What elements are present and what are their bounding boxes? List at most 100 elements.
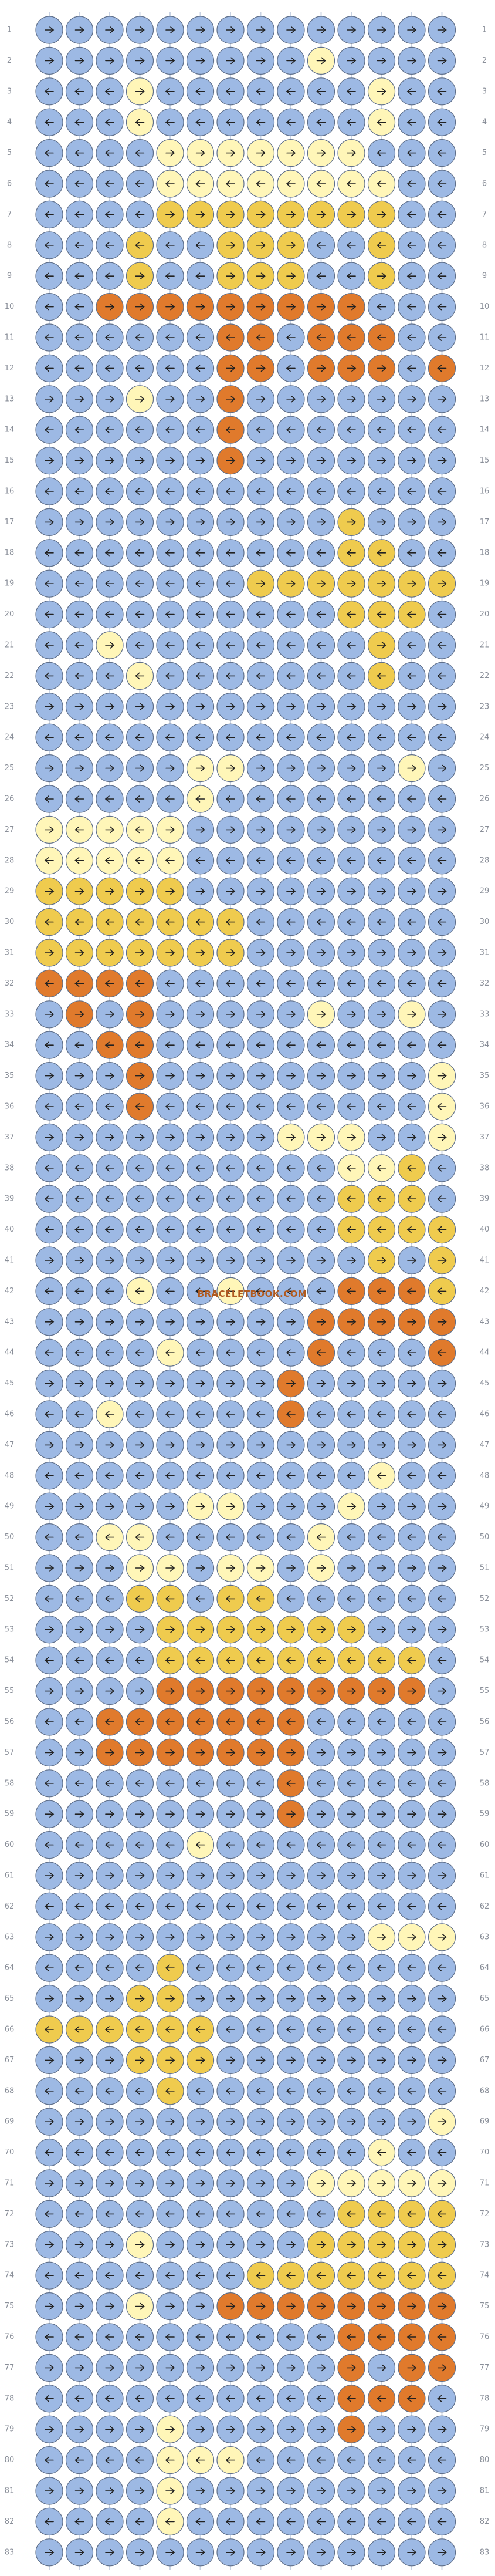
knot-arrow: [45, 2302, 55, 2310]
knot-arrow: [256, 2180, 266, 2187]
knot: [65, 170, 94, 198]
knot: [307, 170, 335, 198]
knot-arrow: [104, 2026, 114, 2033]
knot: [216, 1923, 245, 1951]
row-number-right: 83: [480, 2548, 490, 2557]
knot: [246, 231, 275, 259]
knot-arrow: [226, 396, 236, 403]
knot-arrow: [437, 857, 447, 864]
knot-arrow: [135, 2426, 145, 2433]
knot: [156, 1831, 184, 1859]
knot-arrow: [226, 1319, 236, 1326]
knot-arrow: [286, 1165, 296, 1172]
knot-arrow: [105, 303, 115, 311]
knot: [277, 539, 305, 567]
knot-arrow: [165, 1165, 175, 1172]
knot-arrow: [437, 1011, 447, 1018]
knot: [337, 815, 365, 844]
knot: [65, 969, 94, 998]
knot: [96, 231, 124, 259]
knot-arrow: [377, 88, 386, 95]
knot: [367, 292, 396, 321]
knot: [337, 46, 365, 75]
knot-arrow: [195, 1165, 205, 1172]
row-number-left: 33: [5, 1010, 15, 1019]
knot: [156, 416, 184, 444]
knot-arrow: [74, 2302, 84, 2310]
knot: [337, 2538, 365, 2567]
knot: [65, 354, 94, 383]
knot-arrow: [286, 2026, 296, 2033]
knot: [277, 1216, 305, 1244]
knot: [398, 2477, 426, 2505]
row-number-right: 55: [480, 1687, 490, 1695]
knot-arrow: [377, 549, 386, 557]
knot: [428, 754, 456, 783]
knot-arrow: [165, 1134, 175, 1141]
knot: [156, 1862, 184, 1890]
knot: [367, 2477, 396, 2505]
knot: [337, 323, 365, 352]
knot-arrow: [437, 1626, 447, 1633]
knot: [367, 754, 396, 783]
knot: [367, 108, 396, 136]
knot: [156, 1123, 184, 1152]
knot: [156, 1923, 184, 1951]
row-number-left: 78: [5, 2394, 15, 2403]
knot-arrow: [74, 88, 84, 95]
knot: [246, 569, 275, 598]
knot: [337, 2323, 365, 2351]
knot-arrow: [74, 703, 84, 710]
knot-arrow: [195, 26, 205, 33]
knot-arrow: [407, 1380, 417, 1387]
knot-arrow: [346, 2395, 356, 2402]
knot: [246, 262, 275, 290]
knot-arrow: [346, 2456, 356, 2464]
row-number-left: 55: [5, 1687, 15, 1695]
knot-arrow: [165, 980, 175, 987]
knot-arrow: [347, 2549, 357, 2556]
knot: [367, 2507, 396, 2535]
knot: [277, 1646, 305, 1674]
knot-arrow: [377, 2026, 386, 2033]
row-number-left: 16: [5, 487, 15, 496]
knot-arrow: [256, 1072, 266, 1080]
knot: [65, 1831, 94, 1859]
knot: [186, 292, 215, 321]
knot: [96, 477, 124, 505]
knot-arrow: [165, 426, 175, 433]
knot: [156, 969, 184, 998]
knot: [186, 2292, 215, 2321]
knot: [126, 1031, 154, 1059]
knot-arrow: [406, 1533, 416, 1541]
knot-arrow: [135, 180, 145, 187]
knot-arrow: [45, 1503, 55, 1510]
knot-arrow: [316, 2056, 326, 2064]
knot: [126, 847, 154, 875]
knot: [96, 1923, 124, 1951]
knot: [96, 1738, 124, 1766]
knot: [367, 631, 396, 659]
knot-arrow: [44, 1103, 54, 1110]
knot-arrow: [195, 2395, 205, 2402]
knot-arrow: [437, 2334, 447, 2341]
knot: [428, 292, 456, 321]
knot: [307, 2261, 335, 2290]
knot: [246, 1954, 275, 1982]
knot: [216, 569, 245, 598]
knot: [216, 1862, 245, 1890]
knot: [337, 2077, 365, 2105]
knot: [246, 2415, 275, 2443]
knot-arrow: [195, 1226, 205, 1233]
knot: [186, 323, 215, 352]
knot-arrow: [74, 918, 84, 926]
knot: [126, 1431, 154, 1459]
knot-arrow: [406, 611, 416, 618]
knot-arrow: [74, 272, 84, 279]
knot-arrow: [135, 1995, 145, 2002]
knot-arrow: [377, 2395, 386, 2402]
knot: [277, 1985, 305, 2013]
knot: [428, 693, 456, 721]
knot-arrow: [316, 1072, 326, 1080]
knot-arrow: [316, 180, 326, 187]
